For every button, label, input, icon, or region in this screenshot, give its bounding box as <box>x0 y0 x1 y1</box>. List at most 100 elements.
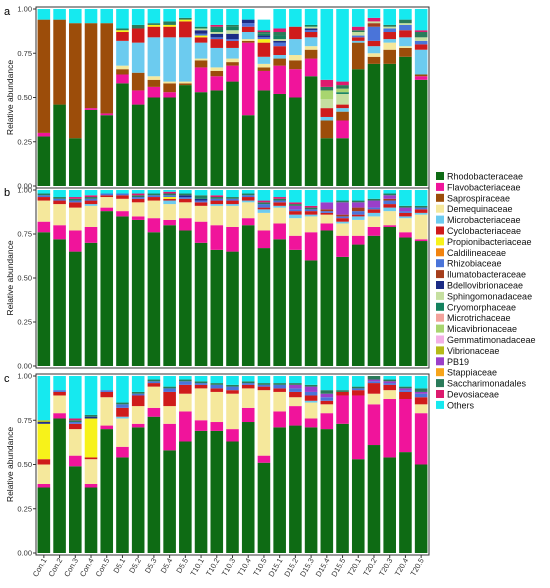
bar-segment-rhizobiaceae <box>53 390 66 392</box>
y-tick-label: 0.25 <box>17 137 32 146</box>
bar-segment-rhodobacteraceae <box>226 251 239 366</box>
bar-segment-rhodobacteraceae <box>414 464 428 553</box>
bar-segment-flavobacteriaceae <box>399 232 412 238</box>
bar-segment-cyclobacteriaceae <box>241 384 255 389</box>
bar-segment-flavobacteriaceae <box>37 483 51 488</box>
bar-segment-saprospiraceae <box>289 60 302 70</box>
y-axis-label: Relative abundance <box>5 240 15 315</box>
x-tick-label: T20.5 <box>408 557 425 578</box>
bar-segment-cyclobacteriaceae <box>367 209 381 213</box>
bar-segment-pb19 <box>399 388 412 391</box>
bar-segment-devosiaceae <box>210 195 224 198</box>
bar-segment-others <box>100 376 114 391</box>
bar-segment-cyclobacteriaceae <box>257 386 271 391</box>
bar-segment-cyclobacteriaceae <box>179 21 192 38</box>
bar-segment-pb19 <box>414 391 428 394</box>
bar-segment-devosiaceae <box>273 197 286 199</box>
bar-segment-rhodobacteraceae <box>37 136 51 186</box>
bar-segment-saprospiraceae <box>383 49 396 64</box>
bar-segment-cryomorphaceae <box>273 35 286 40</box>
bar-segment-cyclobacteriaceae <box>163 26 176 38</box>
bar-segment-pb19 <box>304 386 318 392</box>
legend-label: Rhodobacteraceae <box>447 172 523 182</box>
bar-segment-demequinaceae <box>147 386 161 408</box>
bar-segment-rhodobacteraceae <box>351 69 365 186</box>
y-tick-label: 0.75 <box>17 230 32 239</box>
bar-segment-flavobacteriaceae <box>100 425 114 430</box>
bar-segment-others <box>414 376 428 389</box>
legend-label: Saprospiraceae <box>447 193 510 203</box>
bar-segment-rhodobacteraceae <box>194 430 208 553</box>
bar-segment-cyclobacteriaceae <box>289 26 302 40</box>
bar-segment-microbacteriaceae <box>131 42 145 73</box>
bar-segment-others <box>383 190 396 194</box>
bar-segment-microbacteriaceae <box>383 39 396 43</box>
bar-segment-demequinaceae <box>241 39 255 41</box>
bar-segment-rhodobacteraceae <box>84 242 98 366</box>
bar-segment-saprospiraceae <box>179 83 192 86</box>
legend: RhodobacteraceaeFlavobacteriaceaeSaprosp… <box>436 172 536 410</box>
bar-segment-rhizobiaceae <box>383 28 396 33</box>
bar-segment-demequinaceae <box>100 197 114 208</box>
bar-segment-cyclobacteriaceae <box>226 40 239 48</box>
bar-segment-demequinaceae <box>116 418 129 447</box>
bar-segment-others <box>273 190 286 198</box>
bar-segment-saccharimonadales <box>69 420 82 423</box>
x-tick-label: T10.3 <box>220 557 237 578</box>
bar-segment-saccharimonadales <box>241 381 255 384</box>
bar-segment-others <box>414 190 428 206</box>
bar-segment-microbacteriaceae <box>367 46 381 54</box>
bar-segment-microbacteriaceae <box>414 212 428 215</box>
bar-segment-cyclobacteriaceae <box>179 384 192 394</box>
bar-segment-saccharimonadales <box>320 86 334 91</box>
bar-segment-others <box>84 190 98 196</box>
bar-segment-others <box>69 190 82 198</box>
bar-segment-demequinaceae <box>351 219 365 236</box>
bar-segment-rhodobacteraceae <box>320 230 334 366</box>
legend-label: Others <box>447 400 475 410</box>
bar-segment-saccharimonadales <box>289 204 302 206</box>
bar-segment-devosiaceae <box>210 24 224 27</box>
bar-segment-others <box>367 9 381 18</box>
bar-segment-pb19 <box>383 381 396 384</box>
bar-segment-rhodobacteraceae <box>273 427 286 553</box>
bar-segment-flavobacteriaceae <box>304 58 318 77</box>
bar-segment-others <box>226 190 239 198</box>
bar-segment-demequinaceae <box>289 55 302 61</box>
bar-segment-bdellovibrionaceae <box>84 416 98 419</box>
bar-segment-others <box>351 376 365 387</box>
bar-segment-flavobacteriaceae <box>210 422 224 431</box>
y-tick-label: 0.00 <box>17 549 32 558</box>
bar-segment-saccharimonadales <box>414 32 428 38</box>
bar-segment-flavobacteriaceae <box>367 226 381 236</box>
bar-segment-cyclobacteriaceae <box>289 211 302 215</box>
bar-segment-others <box>320 376 334 391</box>
y-tick-label: 0.75 <box>17 416 32 425</box>
bar-segment-cyclobacteriaceae <box>84 200 98 205</box>
bar-segment-rhodobacteraceae <box>100 429 114 553</box>
bar-segment-saccharimonadales <box>131 24 145 29</box>
y-tick-label: 0.50 <box>17 93 32 102</box>
bar-segment-others <box>116 190 129 194</box>
bar-segment-rhizobiaceae <box>226 39 239 41</box>
bar-segment-rhodobacteraceae <box>336 423 349 553</box>
bar-segment-rhodobacteraceae <box>289 425 302 553</box>
bar-segment-rhizobiaceae <box>273 200 286 203</box>
bar-segment-cyclobacteriaceae <box>131 395 145 407</box>
bar-segment-cyclobacteriaceae <box>116 32 129 41</box>
bar-segment-flavobacteriaceae <box>383 399 396 458</box>
bar-segment-demequinaceae <box>37 200 51 222</box>
bar-segment-cyclobacteriaceae <box>100 195 114 198</box>
bar-segment-rhodobacteraceae <box>336 138 349 186</box>
bar-segment-rhodobacteraceae <box>163 97 176 186</box>
bar-segment-rhizobiaceae <box>147 195 161 198</box>
bar-segment-rhodobacteraceae <box>351 459 365 553</box>
y-axis-label: Relative abundance <box>5 427 15 502</box>
bar-segment-devosiaceae <box>273 28 286 33</box>
bar-segment-pb19 <box>320 202 334 210</box>
bar-segment-cyclobacteriaceae <box>304 395 318 401</box>
bar-segment-devosiaceae <box>304 205 318 208</box>
bar-segment-rhizobiaceae <box>210 37 224 40</box>
bar-segment-rhodobacteraceae <box>100 211 114 366</box>
bar-segment-microbacteriaceae <box>241 200 255 203</box>
